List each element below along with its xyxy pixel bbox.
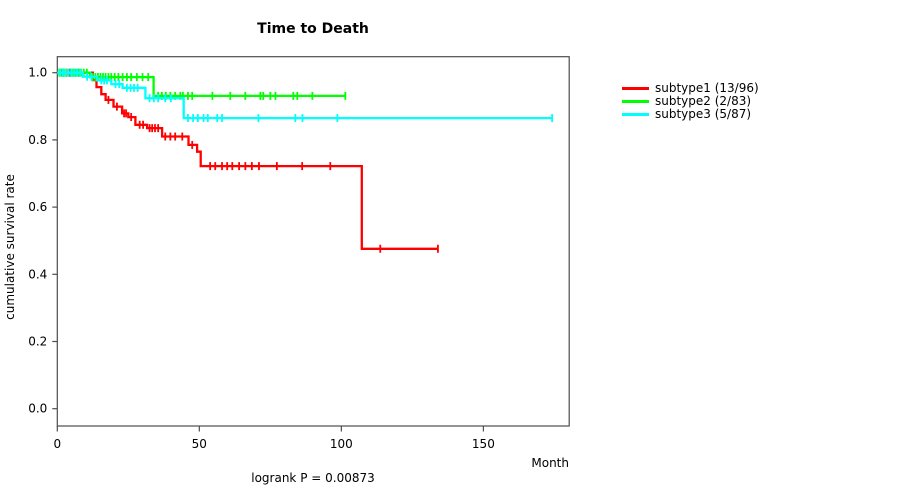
legend: subtype1 (13/96) subtype2 (2/83) subtype… bbox=[622, 82, 759, 121]
legend-line-swatch-red bbox=[622, 87, 649, 90]
legend-line-swatch-green bbox=[622, 100, 649, 103]
legend-label: subtype2 (2/83) bbox=[655, 94, 752, 108]
legend-item-subtype1: subtype1 (13/96) bbox=[622, 82, 759, 95]
plot-frame bbox=[56, 56, 570, 427]
y-tick-label: 0.6 bbox=[28, 200, 47, 214]
y-axis-label: cumulative survival rate bbox=[3, 174, 17, 320]
legend-item-subtype3: subtype3 (5/87) bbox=[622, 108, 759, 121]
survival-curve-subtype3 bbox=[57, 71, 553, 120]
y-tick-label: 0.0 bbox=[28, 402, 47, 416]
legend-line-swatch-cyan bbox=[622, 113, 649, 116]
x-tick-label: 100 bbox=[330, 437, 353, 451]
legend-label: subtype1 (13/96) bbox=[655, 81, 759, 95]
legend-item-subtype2: subtype2 (2/83) bbox=[622, 95, 759, 108]
x-tick-label: 0 bbox=[53, 437, 61, 451]
y-tick-label: 0.8 bbox=[28, 133, 47, 147]
x-tick-label: 50 bbox=[192, 437, 207, 451]
x-axis-label: Month bbox=[531, 456, 569, 470]
survival-curve-subtype1 bbox=[57, 71, 438, 250]
y-tick-label: 1.0 bbox=[28, 66, 47, 80]
y-tick-label: 0.4 bbox=[28, 267, 47, 281]
legend-label: subtype3 (5/87) bbox=[655, 107, 752, 121]
logrank-p-annotation: logrank P = 0.00873 bbox=[251, 471, 375, 485]
x-tick-label: 150 bbox=[472, 437, 495, 451]
chart-title: Time to Death bbox=[257, 21, 369, 37]
y-tick-label: 0.2 bbox=[28, 335, 47, 349]
